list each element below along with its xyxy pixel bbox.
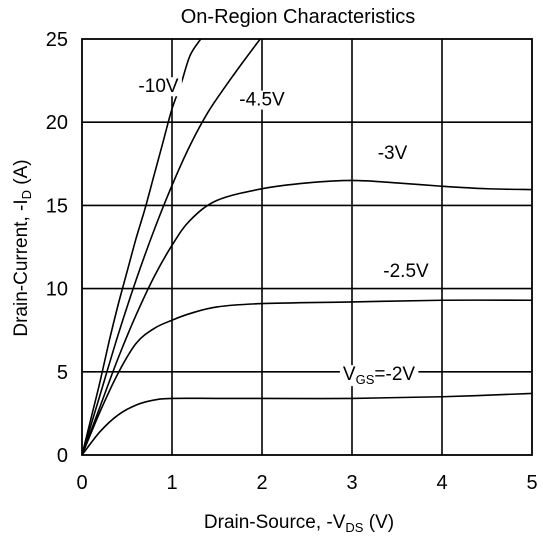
tick-labels: 0 1 2 3 4 5 0 5 10 15 20 25 <box>46 29 538 494</box>
y-tick-label-5: 5 <box>57 362 68 384</box>
x-axis-label: Drain-Source, -VDS (V) <box>204 512 394 535</box>
chart-title: On-Region Characteristics <box>181 6 416 28</box>
plot-frame <box>81 38 533 456</box>
curve-label-3: -2.5V <box>380 261 433 282</box>
curve-label-bg <box>135 77 182 97</box>
series-line--4-5v <box>82 39 261 455</box>
x-tick-label-4: 4 <box>436 472 447 494</box>
curve-label-text: -10V <box>138 76 178 97</box>
series-line-vgs-2v <box>82 392 532 455</box>
curve-labels: -10V -4.5V -3V -2.5V VGS=-2V <box>135 76 433 387</box>
curve-label-text: VGS=-2V <box>343 364 415 387</box>
curve-label-0: -10V <box>135 76 182 97</box>
curve-label-bg <box>339 365 419 387</box>
curve-label-bg <box>236 90 289 110</box>
y-tick-label-0: 0 <box>57 445 68 467</box>
series-line--2-5v <box>82 299 532 455</box>
curve-label-text: -3V <box>378 143 408 164</box>
curve-label-bg <box>374 143 411 163</box>
y-tick-label-10: 10 <box>46 279 68 301</box>
curve-label-2: -3V <box>374 143 411 164</box>
y-axis-label: Drain-Current, -ID (A) <box>11 159 34 336</box>
curve-label-1: -4.5V <box>236 90 289 111</box>
x-tick-label-3: 3 <box>346 472 357 494</box>
x-tick-label-2: 2 <box>256 472 267 494</box>
curve-label-text: -2.5V <box>383 261 429 282</box>
curves <box>82 39 532 455</box>
series-line--10v <box>82 39 202 455</box>
x-tick-label-0: 0 <box>76 472 87 494</box>
curve-label-4: VGS=-2V <box>339 364 419 387</box>
series-line--3v <box>82 179 532 455</box>
y-tick-label-25: 25 <box>46 29 68 51</box>
x-tick-label-1: 1 <box>166 472 177 494</box>
curve-label-bg <box>380 261 433 281</box>
y-tick-label-20: 20 <box>46 112 68 134</box>
curve-label-text: -4.5V <box>239 90 285 111</box>
grid <box>82 39 532 455</box>
y-tick-label-15: 15 <box>46 195 68 217</box>
x-tick-label-5: 5 <box>526 472 537 494</box>
